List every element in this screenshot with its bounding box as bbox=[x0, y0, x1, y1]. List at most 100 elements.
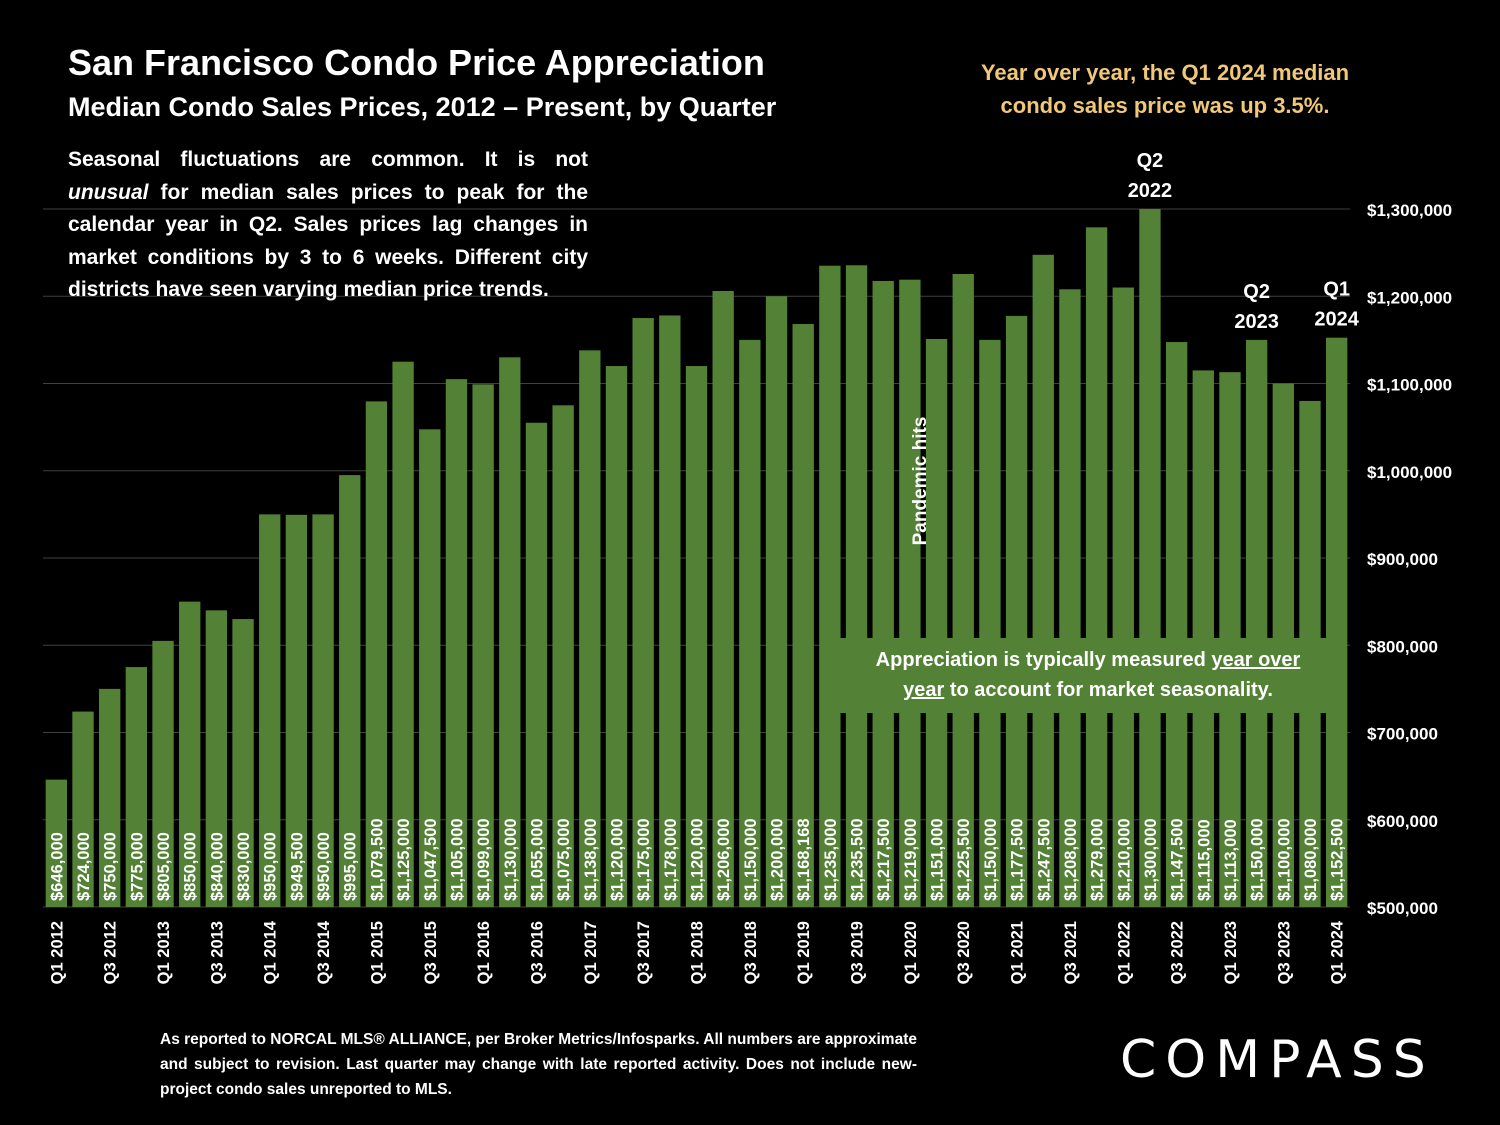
x-tick-label: Q1 2022 bbox=[1115, 921, 1133, 984]
x-tick-label: Q1 2017 bbox=[582, 921, 600, 984]
bar-value-label: $1,130,000 bbox=[502, 818, 520, 901]
bar-value-label: $1,300,000 bbox=[1142, 818, 1160, 901]
note-text-2: for median sales prices to peak for the … bbox=[68, 180, 588, 302]
bar bbox=[339, 475, 361, 907]
bar-value-label: $830,000 bbox=[235, 832, 253, 901]
source-footnote: As reported to NORCAL MLS® ALLIANCE, per… bbox=[160, 1031, 917, 1098]
bar bbox=[99, 688, 121, 907]
bar bbox=[1032, 254, 1054, 907]
chart-subtitle: Median Condo Sales Prices, 2012 – Presen… bbox=[68, 92, 777, 122]
bar-value-label: $1,235,500 bbox=[849, 818, 867, 901]
x-tick-label: Q1 2024 bbox=[1329, 920, 1347, 984]
bar-value-label: $1,200,000 bbox=[769, 818, 787, 901]
x-tick-label: Q3 2019 bbox=[849, 921, 867, 984]
y-tick-label: $800,000 bbox=[1367, 637, 1438, 656]
bar bbox=[392, 361, 414, 907]
bar-value-label: $1,047,500 bbox=[422, 818, 440, 901]
bar-value-label: $1,208,000 bbox=[1062, 818, 1080, 901]
x-tick-label: Q1 2020 bbox=[902, 921, 920, 984]
bar bbox=[1165, 342, 1188, 907]
bar-value-label: $1,247,500 bbox=[1035, 818, 1053, 901]
bar-value-label: $950,000 bbox=[315, 832, 333, 901]
approx-text-2: to account for market seasonality. bbox=[944, 679, 1273, 701]
x-tick-label: Q3 2018 bbox=[742, 921, 760, 984]
bar bbox=[525, 422, 548, 907]
x-tick-label: Q3 2012 bbox=[102, 921, 120, 984]
bar-value-label: $1,219,000 bbox=[902, 818, 920, 901]
bar-value-label: $1,099,000 bbox=[475, 818, 493, 901]
bar-value-label: $1,150,000 bbox=[1249, 818, 1267, 901]
note-text-1: Seasonal fluctuations are common. It is … bbox=[68, 148, 588, 171]
y-tick-label: $500,000 bbox=[1367, 899, 1438, 918]
bar bbox=[739, 339, 761, 907]
bar-value-label: $1,055,000 bbox=[528, 818, 546, 901]
bar-value-label: $1,151,000 bbox=[929, 818, 947, 901]
bar bbox=[979, 339, 1001, 907]
bar bbox=[152, 640, 174, 907]
x-tick-label: Q1 2014 bbox=[262, 920, 280, 984]
bar-value-label: $1,120,000 bbox=[608, 818, 626, 901]
x-tick-label: Q1 2013 bbox=[155, 921, 173, 984]
bar-value-label: $1,125,000 bbox=[395, 818, 413, 901]
x-tick-label: Q1 2021 bbox=[1009, 921, 1027, 984]
seasonality-note: Seasonal fluctuations are common. It is … bbox=[68, 144, 588, 307]
x-tick-label: Q3 2023 bbox=[1275, 921, 1293, 984]
bar-value-label: $1,150,000 bbox=[982, 818, 1000, 901]
x-tick-label: Q1 2019 bbox=[795, 921, 813, 984]
y-tick-label: $1,200,000 bbox=[1367, 288, 1452, 307]
x-tick-label: Q3 2016 bbox=[528, 921, 546, 984]
y-tick-label: $600,000 bbox=[1367, 812, 1438, 831]
peak-label-quarter: Q2 bbox=[1137, 150, 1164, 172]
bar-value-label: $1,168,168 bbox=[795, 818, 813, 901]
bar bbox=[499, 357, 521, 907]
bar-value-label: $1,235,000 bbox=[822, 818, 840, 901]
peak-label-quarter: Q2 bbox=[1243, 281, 1270, 303]
bar bbox=[312, 514, 334, 907]
bar bbox=[552, 405, 574, 907]
bar-value-label: $995,000 bbox=[342, 832, 360, 901]
bar bbox=[72, 711, 94, 907]
bar-value-label: $1,206,000 bbox=[715, 818, 733, 901]
bar-value-label: $1,113,000 bbox=[1222, 819, 1240, 901]
bar bbox=[205, 610, 228, 907]
bar-value-label: $1,120,000 bbox=[689, 818, 707, 901]
x-tick-label: Q3 2022 bbox=[1169, 921, 1187, 984]
bar-value-label: $1,100,000 bbox=[1275, 818, 1293, 901]
bar bbox=[712, 291, 734, 907]
bar-value-label: $1,075,000 bbox=[555, 818, 573, 901]
bar-value-label: $950,000 bbox=[262, 832, 280, 901]
bar bbox=[365, 401, 388, 907]
bar-value-label: $724,000 bbox=[75, 832, 93, 901]
bar-value-label: $949,500 bbox=[288, 832, 306, 901]
bar-value-label: $840,000 bbox=[208, 832, 226, 901]
peak-label-year: 2022 bbox=[1128, 180, 1173, 202]
bar-value-label: $775,000 bbox=[128, 832, 146, 901]
bar bbox=[579, 350, 601, 908]
x-tick-label: Q3 2020 bbox=[955, 921, 973, 984]
peak-label-year: 2024 bbox=[1314, 309, 1359, 331]
yoy-callout-line2: condo sales price was up 3.5%. bbox=[1000, 93, 1330, 118]
bar bbox=[605, 366, 628, 907]
bar bbox=[1139, 209, 1161, 907]
x-tick-label: Q1 2018 bbox=[689, 921, 707, 984]
bar bbox=[1085, 227, 1108, 907]
x-tick-label: Q1 2015 bbox=[368, 921, 386, 984]
bar bbox=[845, 265, 868, 907]
pandemic-annotation: Pandemic hits bbox=[910, 417, 931, 546]
x-tick-label: Q3 2015 bbox=[422, 921, 440, 984]
bar-value-label: $1,152,500 bbox=[1329, 818, 1347, 901]
bar bbox=[472, 384, 494, 907]
bar bbox=[925, 339, 948, 907]
bar bbox=[259, 514, 281, 907]
bar-value-label: $1,217,500 bbox=[875, 818, 893, 901]
bar bbox=[659, 315, 681, 907]
x-tick-label: Q1 2023 bbox=[1222, 921, 1240, 984]
y-tick-label: $1,000,000 bbox=[1367, 463, 1452, 482]
bar-value-label: $850,000 bbox=[182, 832, 200, 901]
y-tick-label: $1,300,000 bbox=[1367, 201, 1452, 220]
bar bbox=[1112, 287, 1134, 907]
appreciation-note: Appreciation is typically measured year … bbox=[838, 638, 1338, 713]
bar bbox=[179, 601, 201, 907]
bar bbox=[45, 779, 68, 907]
